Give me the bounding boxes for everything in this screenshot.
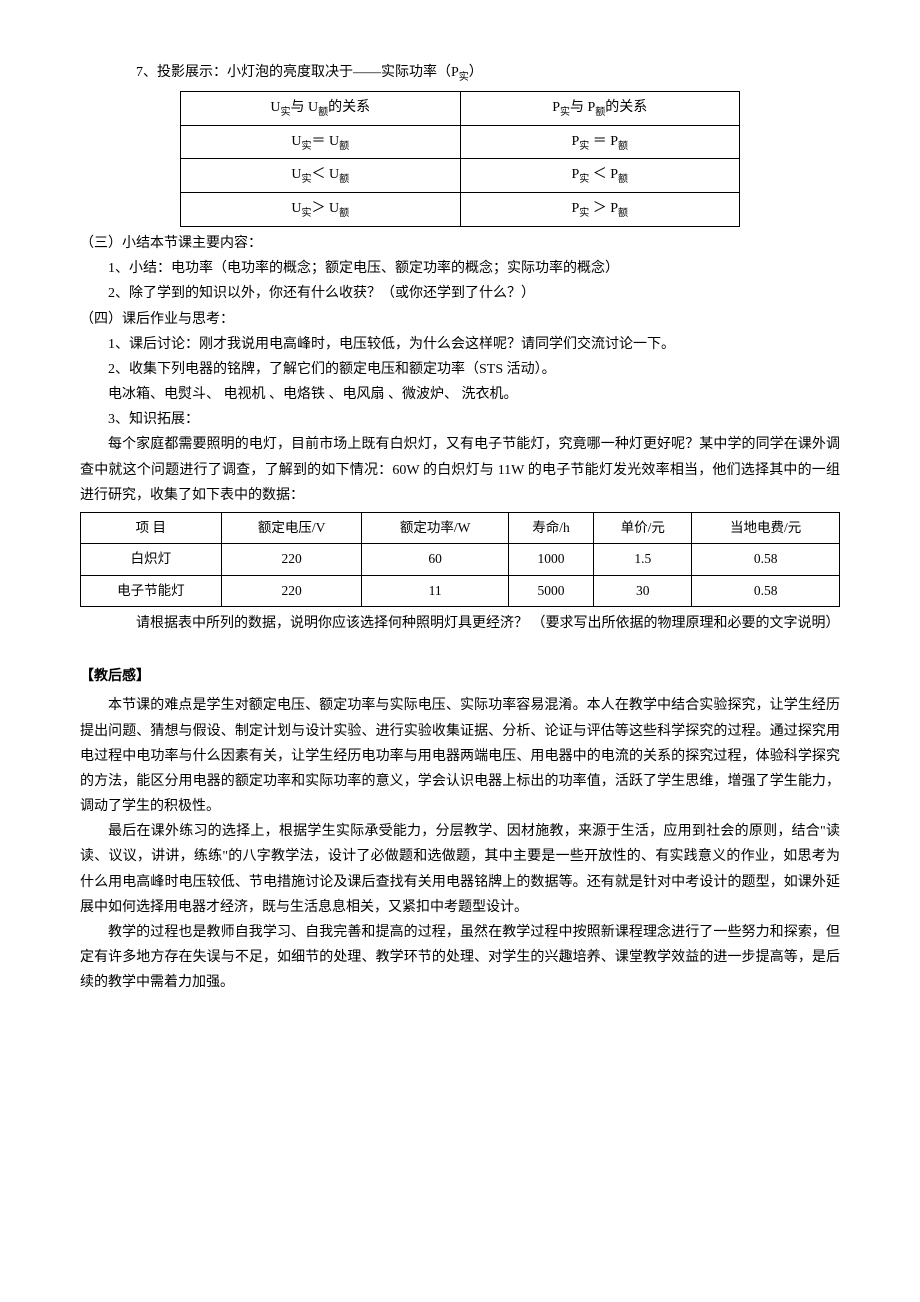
col-electricity: 当地电费/元 [692,513,840,544]
section-4-item-3a: 每个家庭都需要照明的电灯，目前市场上既有白炽灯，又有电子节能灯，究竟哪一种灯更好… [80,432,840,508]
reflection-title: 【教后感】 [80,664,840,689]
cell: 11 [362,575,508,606]
table-row: U实＞ U额 P实 ＞ P额 [181,193,740,227]
header-p-relation: P实与 P额的关系 [460,91,740,125]
p-cell: P实 ＞ P额 [460,193,740,227]
p-cell: P实 ＜ P额 [460,159,740,193]
section-4-item-2: 2、收集下列电器的铭牌，了解它们的额定电压和额定功率（STS 活动）。 [80,357,840,382]
table-row: U实＝ U额 P实 ＝ P额 [181,125,740,159]
cell: 30 [594,575,692,606]
item-7-end: ） [469,65,483,80]
header-u-relation: U实与 U额的关系 [181,91,461,125]
col-voltage: 额定电压/V [221,513,362,544]
section-4-item-1: 1、课后讨论：刚才我说用电高峰时，电压较低，为什么会这样呢？请同学们交流讨论一下… [80,332,840,357]
col-lifespan: 寿命/h [508,513,594,544]
section-4-item-3: 3、知识拓展： [80,407,840,432]
table-row: 电子节能灯 220 11 5000 30 0.58 [81,575,840,606]
reflection-p1: 本节课的难点是学生对额定电压、额定功率与实际电压、实际功率容易混淆。本人在教学中… [80,693,840,819]
p-cell: P实 ＝ P额 [460,125,740,159]
item-7-sub: 实 [459,72,469,83]
cell: 电子节能灯 [81,575,222,606]
reflection-p2: 最后在课外练习的选择上，根据学生实际承受能力，分层教学、因材施教，来源于生活，应… [80,819,840,920]
col-power: 额定功率/W [362,513,508,544]
col-price: 单价/元 [594,513,692,544]
section-3-item-2: 2、除了学到的知识以外，你还有什么收获？（或你还学到了什么？） [80,281,840,306]
section-3-item-1: 1、小结：电功率（电功率的概念；额定电压、额定功率的概念；实际功率的概念） [80,256,840,281]
reflection-p3: 教学的过程也是教师自我学习、自我完善和提高的过程，虽然在教学过程中按照新课程理念… [80,920,840,996]
table-row: U实＜ U额 P实 ＜ P额 [181,159,740,193]
lamp-comparison-table: 项 目 额定电压/V 额定功率/W 寿命/h 单价/元 当地电费/元 白炽灯 2… [80,512,840,607]
voltage-power-table: U实与 U额的关系 P实与 P额的关系 U实＝ U额 P实 ＝ P额 U实＜ U… [180,91,740,227]
cell: 1.5 [594,544,692,575]
cell: 220 [221,544,362,575]
u-cell: U实＜ U额 [181,159,461,193]
cell: 白炽灯 [81,544,222,575]
table-row: 白炽灯 220 60 1000 1.5 0.58 [81,544,840,575]
section-3-title: （三）小结本节课主要内容： [80,231,840,256]
col-item: 项 目 [81,513,222,544]
table-header-row: 项 目 额定电压/V 额定功率/W 寿命/h 单价/元 当地电费/元 [81,513,840,544]
item-7-text: 7、投影展示：小灯泡的亮度取决于——实际功率（P [136,65,459,80]
cell: 5000 [508,575,594,606]
table-header-row: U实与 U额的关系 P实与 P额的关系 [181,91,740,125]
item-7: 7、投影展示：小灯泡的亮度取决于——实际功率（P实） [80,60,840,87]
u-cell: U实＝ U额 [181,125,461,159]
cell: 60 [362,544,508,575]
cell: 1000 [508,544,594,575]
u-cell: U实＞ U额 [181,193,461,227]
section-4-item-2b: 电冰箱、电熨斗、 电视机 、电烙铁 、电风扇 、微波炉、 洗衣机。 [80,382,840,407]
cell: 0.58 [692,544,840,575]
section-4-title: （四）课后作业与思考： [80,307,840,332]
cell: 220 [221,575,362,606]
cell: 0.58 [692,575,840,606]
section-4-item-3b: 请根据表中所列的数据，说明你应该选择何种照明灯具更经济？ （要求写出所依据的物理… [80,611,840,636]
